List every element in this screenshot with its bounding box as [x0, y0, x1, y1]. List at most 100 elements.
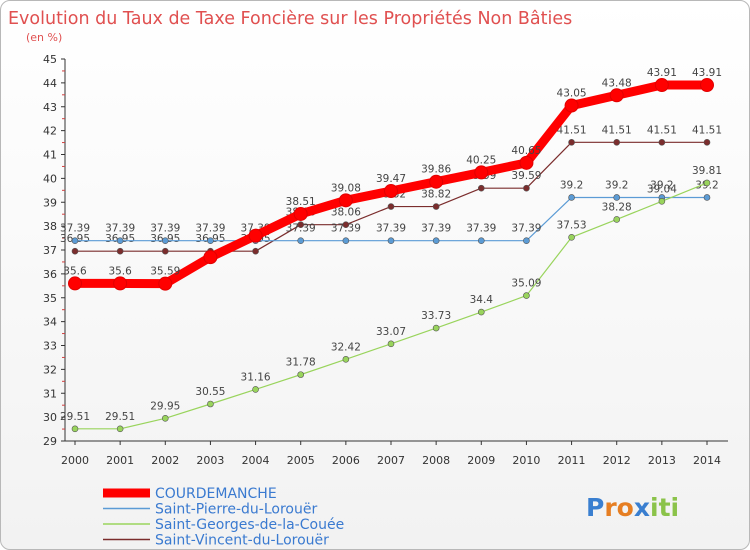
- x-tick-label: 2007: [377, 454, 405, 467]
- data-point: [387, 237, 395, 244]
- data-label: 35.09: [511, 278, 541, 290]
- data-label: 38.51: [286, 196, 316, 208]
- y-tick-label: 36: [43, 268, 57, 281]
- data-point: [523, 184, 530, 192]
- data-label: 37.39: [105, 223, 135, 235]
- data-label: 37.39: [195, 223, 225, 235]
- series-0: 35.6 35.6 35.59 38.51 39.08 39.47 39.86 40.25 40…: [63, 67, 722, 291]
- y-tick-label: 29: [43, 435, 57, 448]
- y-tick-label: 32: [43, 363, 57, 376]
- data-label: 31.16: [241, 371, 271, 383]
- data-label: 37.39: [511, 223, 541, 235]
- legend-label: COURDEMANCHE: [155, 486, 277, 502]
- x-tick-label: 2005: [287, 454, 315, 467]
- data-point: [568, 194, 575, 201]
- data-point: [207, 400, 214, 408]
- data-point: [252, 247, 259, 255]
- logo-letter: i: [671, 493, 680, 522]
- data-label: 39.2: [605, 179, 628, 191]
- data-label: 30.55: [195, 386, 225, 398]
- data-point: [342, 221, 350, 228]
- data-point: [161, 247, 169, 255]
- data-point: [654, 78, 669, 93]
- x-tick-label: 2000: [61, 454, 89, 467]
- logo-letter: r: [604, 493, 617, 522]
- data-label: 29.95: [150, 400, 180, 412]
- data-label: 38.82: [421, 189, 451, 201]
- data-point: [658, 197, 666, 205]
- data-label: 37.39: [421, 223, 451, 235]
- x-tick-label: 2001: [106, 454, 134, 467]
- series-2: 29.51 29.51 29.95 30.55 31.16 31.78 32.42 33.07…: [60, 165, 722, 433]
- data-label: 39.86: [421, 164, 451, 176]
- legend-label: Saint-Pierre-du-Lorouër: [155, 502, 317, 518]
- data-point: [477, 308, 485, 316]
- data-point: [613, 139, 621, 146]
- data-point: [116, 425, 124, 433]
- y-tick-label: 38: [43, 220, 57, 233]
- data-point: [252, 386, 259, 393]
- data-label: 29.51: [105, 411, 135, 423]
- data-point: [387, 340, 395, 348]
- data-point: [703, 179, 711, 187]
- data-point: [161, 415, 169, 422]
- x-tick-label: 2010: [512, 454, 540, 467]
- data-label: 43.48: [602, 77, 632, 89]
- data-point: [703, 194, 711, 201]
- data-point: [338, 193, 353, 208]
- series-line: [74, 182, 708, 430]
- data-label: 33.07: [376, 326, 406, 338]
- x-tick-label: 2012: [603, 454, 631, 467]
- data-point: [71, 425, 79, 433]
- data-point: [477, 237, 485, 244]
- data-point: [113, 276, 128, 291]
- data-label: 38.28: [602, 201, 632, 213]
- data-label: 39.47: [376, 173, 406, 185]
- data-point: [68, 276, 82, 291]
- chart-title: Evolution du Taux de Taxe Foncière sur l…: [8, 9, 572, 29]
- data-point: [161, 237, 169, 244]
- data-point: [474, 165, 489, 180]
- x-tick-label: 2006: [332, 454, 360, 467]
- y-tick-label: 43: [43, 101, 57, 114]
- data-point: [613, 194, 621, 201]
- data-label: 29.51: [60, 411, 90, 423]
- data-label: 33.73: [421, 310, 451, 322]
- data-label: 37.39: [150, 223, 180, 235]
- data-label: 37.39: [286, 223, 316, 235]
- data-point: [432, 203, 440, 210]
- data-label: 35.59: [150, 266, 180, 278]
- y-tick-label: 33: [43, 340, 57, 353]
- logo-letter: i: [650, 493, 659, 522]
- data-label: 31.78: [286, 357, 316, 369]
- data-label: 34.4: [470, 294, 494, 306]
- y-tick-label: 35: [43, 292, 57, 305]
- data-label: 39.2: [560, 179, 583, 191]
- data-point: [609, 88, 624, 103]
- data-label: 41.51: [602, 124, 632, 136]
- data-point: [523, 292, 530, 299]
- data-point: [568, 234, 575, 241]
- legend-label: Saint-Vincent-du-Lorouër: [155, 533, 329, 549]
- series-layer: 36.9536.9536.9536.9536.9538.0638.0638.82…: [60, 67, 722, 433]
- y-axis-unit: (en %): [26, 31, 62, 44]
- data-point: [523, 237, 530, 244]
- data-point: [297, 221, 305, 228]
- y-tick-label: 37: [43, 244, 57, 257]
- data-label: 40.65: [511, 145, 541, 157]
- data-point: [700, 78, 714, 93]
- data-point: [703, 139, 711, 146]
- data-label: 43.05: [557, 88, 587, 100]
- data-point: [564, 98, 579, 113]
- data-label: 39.04: [647, 183, 677, 195]
- data-label: 37.39: [60, 223, 90, 235]
- data-label: 35.6: [108, 265, 132, 277]
- data-point: [116, 247, 124, 255]
- data-label: 43.91: [647, 67, 677, 79]
- y-tick-label: 34: [43, 316, 57, 329]
- data-point: [297, 371, 305, 378]
- data-point: [71, 247, 79, 255]
- x-tick-label: 2014: [693, 454, 721, 467]
